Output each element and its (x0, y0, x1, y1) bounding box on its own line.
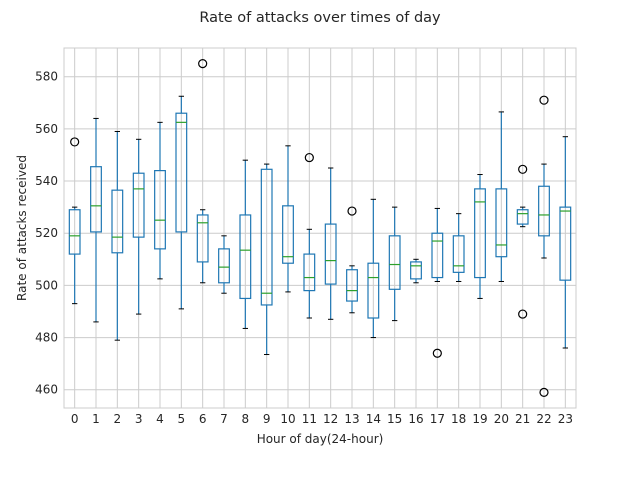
iqr-box (154, 170, 166, 250)
x-tick-label: 16 (408, 412, 423, 426)
iqr-box (474, 188, 486, 279)
outlier-point (198, 59, 208, 69)
x-tick-label: 22 (536, 412, 551, 426)
iqr-box (495, 188, 508, 258)
outlier-point (518, 164, 528, 174)
x-axis-ticks: 0 1 2 3 4 5 6 7 8 9 10 11 12 13 14 15 16 17 18 19 20 21 22 23 (71, 412, 573, 426)
iqr-box (111, 189, 124, 254)
iqr-box (282, 205, 294, 264)
iqr-box (431, 232, 444, 279)
iqr-box (452, 235, 465, 273)
box-hour-3 (132, 138, 145, 315)
outlier-point (347, 206, 357, 216)
box-hour-2 (111, 130, 124, 341)
x-tick-label: 18 (451, 412, 466, 426)
y-tick-label: 500 (35, 278, 58, 292)
x-tick-label: 0 (71, 412, 79, 426)
box-hour-16 (410, 258, 422, 284)
iqr-box (239, 214, 252, 300)
y-tick-label: 580 (35, 70, 58, 84)
x-tick-label: 5 (178, 412, 186, 426)
box-hour-23 (559, 136, 572, 349)
box-hour-4 (154, 121, 166, 280)
outlier-point (70, 137, 80, 147)
box-hour-11 (303, 152, 316, 319)
box-hour-9 (260, 163, 273, 356)
y-tick-label: 480 (35, 331, 58, 345)
x-tick-label: 7 (220, 412, 228, 426)
iqr-box (559, 206, 572, 281)
box-hour-15 (388, 206, 401, 322)
x-tick-label: 20 (494, 412, 509, 426)
iqr-box (132, 172, 145, 238)
outlier-point (539, 387, 549, 397)
y-tick-label: 520 (35, 226, 58, 240)
box-hour-19 (474, 174, 486, 299)
x-tick-label: 3 (135, 412, 143, 426)
x-tick-label: 15 (387, 412, 402, 426)
x-tick-label: 8 (242, 412, 250, 426)
box-hour-18 (452, 213, 465, 282)
box-hour-1 (90, 117, 102, 323)
outlier-point (518, 309, 528, 319)
y-tick-label: 460 (35, 383, 58, 397)
box-hour-6 (196, 59, 209, 284)
box-hour-14 (367, 198, 380, 339)
y-axis-label: Rate of attacks received (15, 155, 29, 301)
x-tick-label: 21 (515, 412, 530, 426)
iqr-box (346, 269, 358, 302)
box-hour-13 (346, 206, 358, 314)
chart-title: Rate of attacks over times of day (199, 10, 441, 26)
x-tick-label: 19 (472, 412, 487, 426)
box-hour-0 (68, 137, 81, 305)
x-tick-label: 9 (263, 412, 271, 426)
x-tick-label: 6 (199, 412, 207, 426)
x-axis-label: Hour of day(24-hour) (257, 432, 384, 446)
box-hour-21 (516, 164, 529, 319)
box-hour-22 (538, 95, 550, 397)
outlier-point (304, 152, 314, 163)
plot-area (68, 59, 572, 397)
x-tick-label: 1 (92, 412, 100, 426)
box-hour-5 (175, 95, 188, 310)
x-tick-label: 14 (366, 412, 381, 426)
plot-frame (63, 47, 577, 409)
iqr-box (90, 166, 102, 233)
outlier-point (432, 348, 442, 358)
y-tick-label: 560 (35, 122, 58, 136)
box-hour-10 (282, 145, 294, 293)
x-tick-label: 10 (280, 412, 295, 426)
box-hour-20 (495, 111, 508, 282)
iqr-box (388, 235, 401, 290)
x-tick-label: 2 (114, 412, 122, 426)
box-hour-8 (239, 159, 252, 329)
x-tick-label: 17 (430, 412, 445, 426)
iqr-box (303, 253, 316, 292)
iqr-box (196, 214, 209, 263)
iqr-box (516, 209, 529, 225)
y-axis-ticks: 460 480 500 520 540 560 580 (35, 70, 58, 397)
iqr-box (175, 112, 188, 233)
box-hour-12 (324, 167, 337, 320)
x-tick-label: 13 (344, 412, 359, 426)
x-tick-label: 23 (558, 412, 573, 426)
iqr-box (218, 248, 230, 284)
box-hour-17 (431, 207, 444, 358)
x-tick-label: 4 (156, 412, 164, 426)
iqr-box (68, 209, 81, 255)
x-tick-label: 11 (302, 412, 317, 426)
iqr-box (367, 262, 380, 319)
y-tick-label: 540 (35, 174, 58, 188)
outlier-point (539, 95, 549, 105)
iqr-box (538, 185, 550, 237)
box-hour-7 (218, 235, 230, 294)
iqr-box (410, 261, 422, 280)
iqr-box (324, 223, 337, 285)
iqr-box (260, 168, 273, 306)
x-tick-label: 12 (323, 412, 338, 426)
